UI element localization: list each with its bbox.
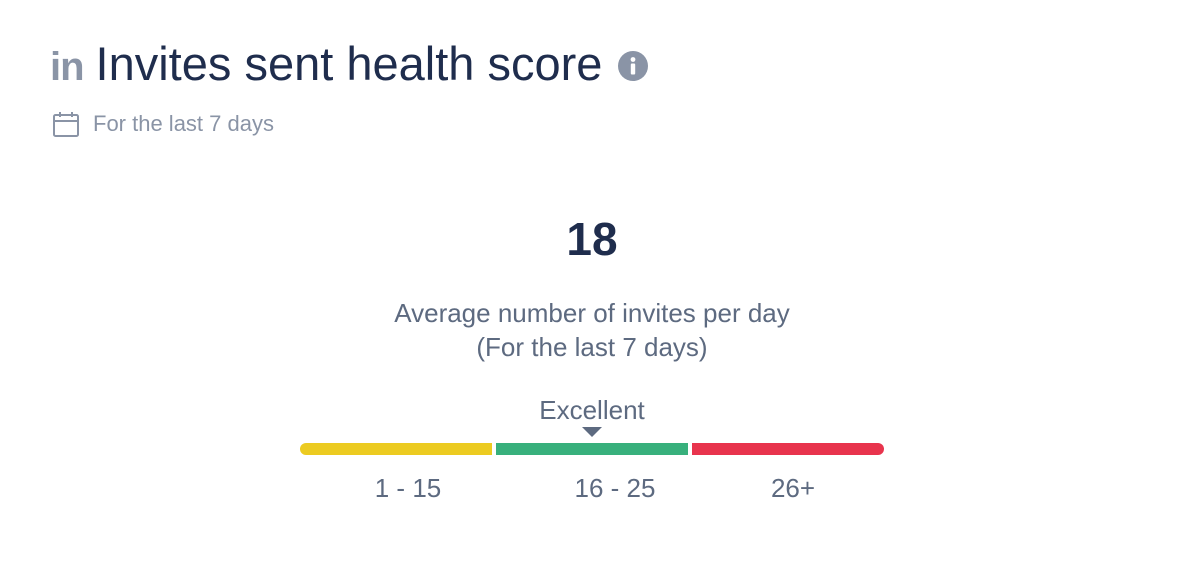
score-caption: Average number of invites per day (For t… <box>0 296 1184 364</box>
score-value: 18 <box>566 213 618 265</box>
date-range: For the last 7 days <box>52 110 274 138</box>
gauge-segment-low <box>300 443 492 455</box>
widget-title: Invites sent health score <box>95 37 603 90</box>
widget-header: in Invites sent health score <box>50 37 649 90</box>
date-range-label: For the last 7 days <box>93 111 274 136</box>
gauge-pointer <box>582 427 602 437</box>
score-caption-line1: Average number of invites per day <box>394 298 790 328</box>
linkedin-logo: in <box>50 44 85 89</box>
calendar-icon <box>52 110 80 138</box>
gauge-segment-high <box>692 443 884 455</box>
range-label-low: 1 - 15 <box>374 473 442 503</box>
range-label-mid: 16 - 25 <box>574 473 656 503</box>
info-icon[interactable] <box>618 50 649 81</box>
range-label-high: 26+ <box>770 473 816 503</box>
health-gauge-bar <box>300 443 884 455</box>
gauge-segment-mid <box>496 443 688 455</box>
health-status-label: Excellent <box>539 395 645 425</box>
score-caption-line2: (For the last 7 days) <box>476 332 708 362</box>
